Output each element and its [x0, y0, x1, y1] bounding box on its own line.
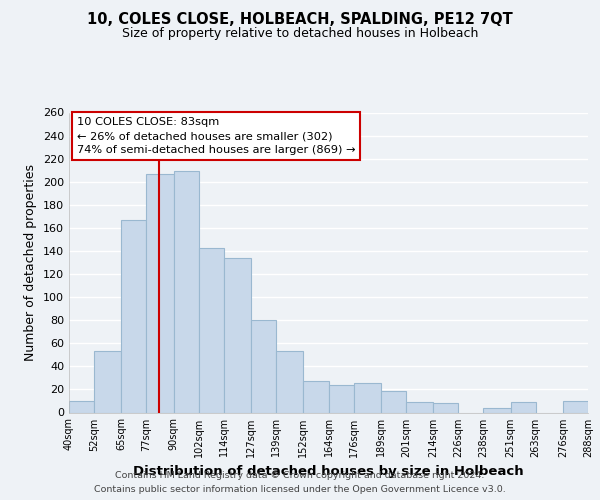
Bar [94, 352, 121, 412]
Bar [251, 320, 276, 412]
Y-axis label: Number of detached properties: Number of detached properties [25, 164, 37, 361]
Bar [69, 401, 94, 412]
Text: 10, COLES CLOSE, HOLBEACH, SPALDING, PE12 7QT: 10, COLES CLOSE, HOLBEACH, SPALDING, PE1… [87, 12, 513, 28]
Bar [173, 172, 199, 412]
Bar [146, 174, 173, 412]
Bar [276, 352, 304, 412]
X-axis label: Distribution of detached houses by size in Holbeach: Distribution of detached houses by size … [133, 465, 524, 478]
Bar [406, 402, 433, 412]
Text: Size of property relative to detached houses in Holbeach: Size of property relative to detached ho… [122, 28, 478, 40]
Text: 10 COLES CLOSE: 83sqm
← 26% of detached houses are smaller (302)
74% of semi-det: 10 COLES CLOSE: 83sqm ← 26% of detached … [77, 117, 355, 155]
Bar [329, 385, 353, 412]
Bar [224, 258, 251, 412]
Bar [511, 402, 536, 412]
Bar [433, 404, 458, 412]
Bar [353, 382, 381, 412]
Bar [563, 401, 588, 412]
Bar [121, 220, 146, 412]
Bar [484, 408, 511, 412]
Bar [304, 382, 329, 412]
Text: Contains HM Land Registry data © Crown copyright and database right 2024.: Contains HM Land Registry data © Crown c… [115, 472, 485, 480]
Text: Contains public sector information licensed under the Open Government Licence v3: Contains public sector information licen… [94, 484, 506, 494]
Bar [199, 248, 224, 412]
Bar [381, 390, 406, 412]
